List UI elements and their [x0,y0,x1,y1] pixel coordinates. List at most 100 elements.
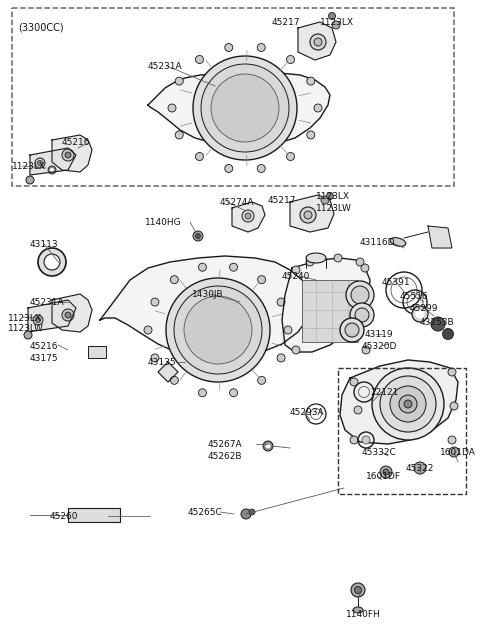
Text: 43113: 43113 [30,240,59,249]
Text: 1123LX: 1123LX [316,192,350,201]
Text: 45322: 45322 [406,464,434,473]
Circle shape [351,286,369,304]
Circle shape [36,318,40,323]
Circle shape [314,104,322,112]
Text: 45516: 45516 [400,292,429,301]
Polygon shape [428,226,452,248]
Circle shape [195,56,204,63]
Circle shape [356,258,364,266]
Circle shape [416,309,424,318]
Text: 43135: 43135 [148,358,177,367]
Bar [338,368,466,494]
Circle shape [277,354,285,362]
Text: 45265C: 45265C [188,508,223,517]
Text: 1601DF: 1601DF [366,472,401,481]
Circle shape [184,296,252,364]
Polygon shape [282,258,370,352]
Circle shape [44,254,60,270]
Circle shape [211,74,279,142]
Circle shape [414,462,426,474]
Circle shape [193,231,203,241]
Circle shape [326,192,334,199]
Text: 22121: 22121 [370,388,398,397]
Text: 1430JB: 1430JB [192,290,224,299]
Circle shape [50,168,54,172]
Text: 43175: 43175 [30,354,59,363]
Circle shape [287,56,295,63]
Text: 1140HG: 1140HG [145,218,181,227]
Text: 45240: 45240 [282,272,311,281]
Circle shape [449,447,459,457]
Circle shape [300,207,316,223]
Circle shape [201,64,289,152]
Circle shape [361,264,369,272]
Circle shape [307,131,315,139]
Circle shape [340,318,364,342]
Text: 45320D: 45320D [362,342,397,351]
Circle shape [332,21,340,29]
Circle shape [390,386,426,422]
Circle shape [306,258,314,266]
Bar [88,346,106,358]
Circle shape [35,158,45,168]
Circle shape [383,469,389,475]
Circle shape [334,254,342,262]
Circle shape [263,441,273,451]
Circle shape [380,466,392,478]
Circle shape [249,509,255,515]
Circle shape [170,275,179,284]
Circle shape [292,266,300,274]
Text: 45267A: 45267A [208,440,242,449]
Text: 45262B: 45262B [208,452,242,461]
Polygon shape [298,22,336,60]
Circle shape [225,43,233,52]
Circle shape [287,153,295,160]
Circle shape [241,509,251,519]
Circle shape [355,587,361,594]
Circle shape [450,402,458,410]
Text: 45332C: 45332C [362,448,397,457]
Text: 1123LX: 1123LX [12,162,46,171]
Text: 45217: 45217 [268,196,297,205]
Circle shape [399,395,417,413]
Circle shape [431,317,445,331]
Text: 1123LX: 1123LX [320,18,354,27]
Circle shape [170,376,179,384]
Circle shape [328,13,336,20]
Circle shape [372,368,444,440]
Polygon shape [232,202,265,232]
Circle shape [175,131,183,139]
Circle shape [62,309,74,321]
Text: 1140FH: 1140FH [346,610,381,619]
Ellipse shape [353,607,363,613]
Circle shape [198,263,206,271]
Text: (3300CC): (3300CC) [18,22,64,32]
Circle shape [65,152,71,158]
Circle shape [144,326,152,334]
Bar [12,8,454,186]
Circle shape [404,400,412,408]
Circle shape [242,210,254,222]
Circle shape [412,306,428,322]
Circle shape [38,248,66,276]
Circle shape [62,149,74,161]
Circle shape [362,436,370,444]
Text: 45299: 45299 [410,304,439,313]
Text: 43119: 43119 [365,330,394,339]
Circle shape [346,281,374,309]
Circle shape [354,406,362,414]
Circle shape [257,43,265,52]
Circle shape [24,331,32,339]
Circle shape [37,160,43,166]
Text: 45231A: 45231A [148,62,182,71]
Circle shape [304,211,312,219]
Bar [68,508,120,522]
Text: 45216: 45216 [30,342,59,351]
Polygon shape [290,195,334,232]
Text: 45293A: 45293A [290,408,324,417]
Circle shape [277,298,285,306]
Text: 1601DA: 1601DA [440,448,476,457]
Circle shape [258,275,265,284]
Circle shape [229,263,238,271]
Text: 43253B: 43253B [420,318,455,327]
